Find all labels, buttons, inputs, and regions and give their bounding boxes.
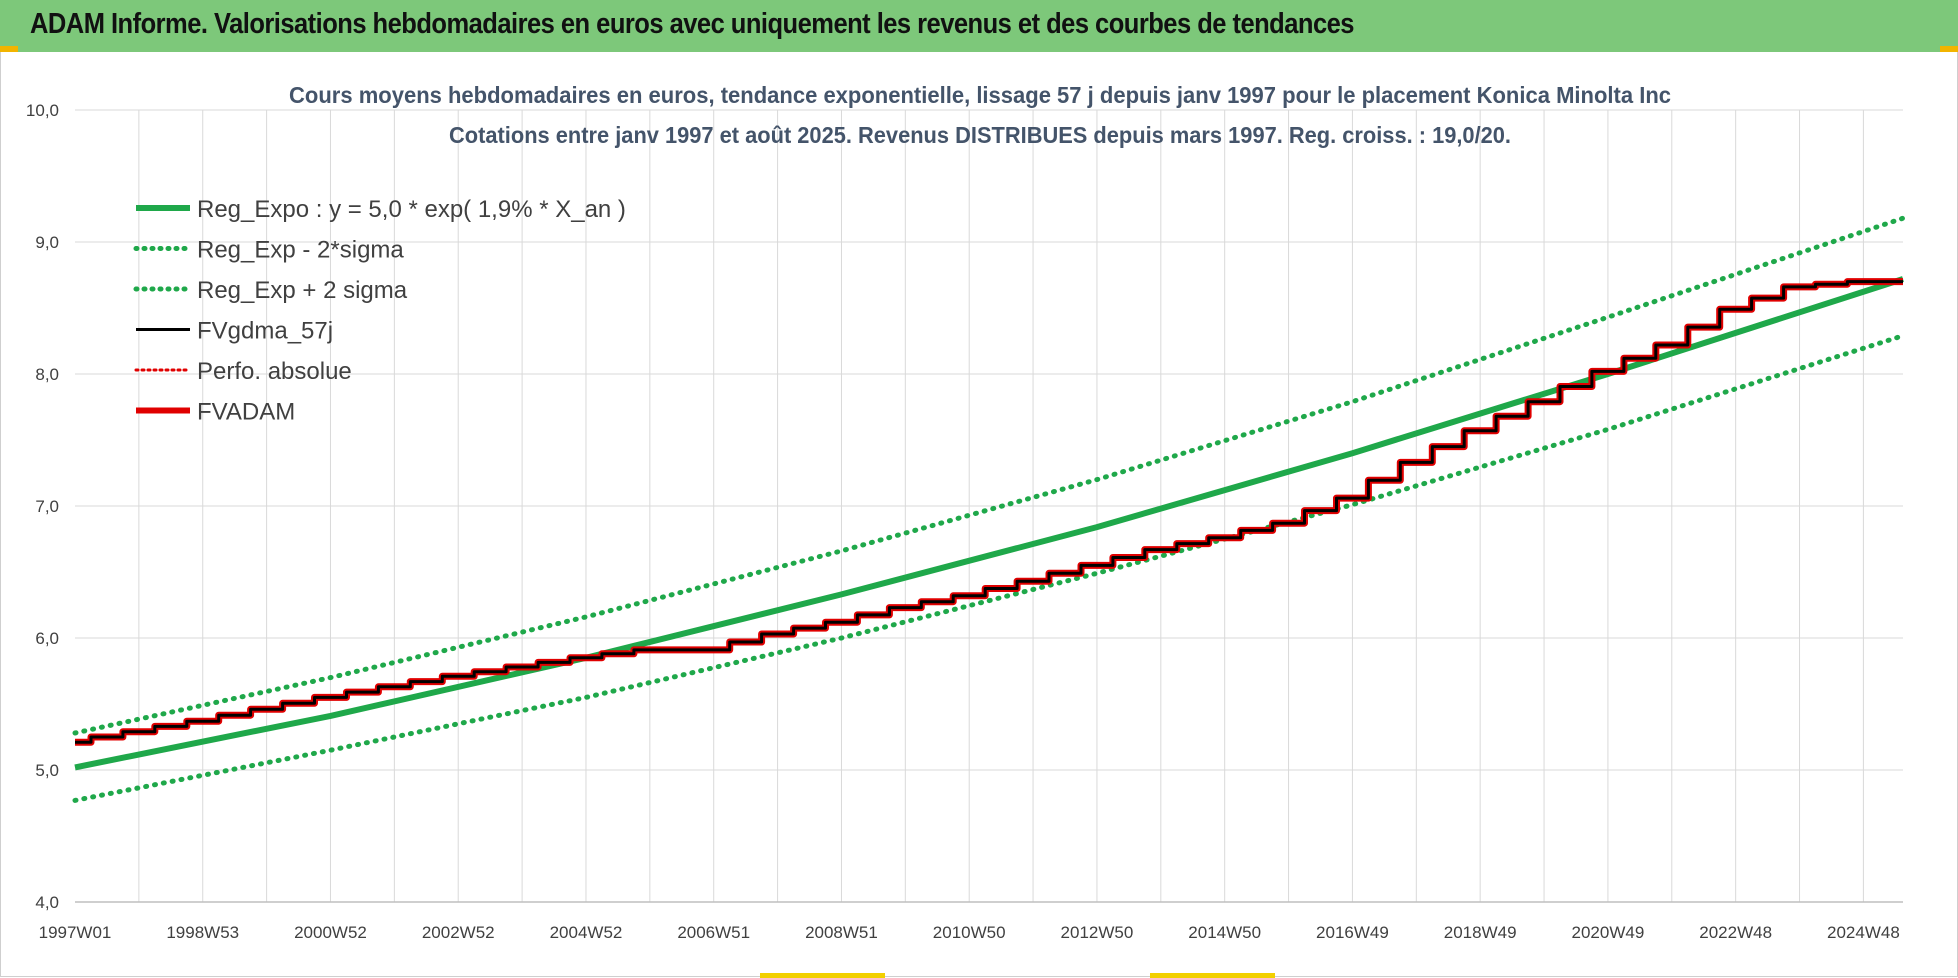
report-title: ADAM Informe. Valorisations hebdomadaire… xyxy=(30,8,1354,40)
y-tick-label: 5,0 xyxy=(35,761,59,780)
x-tick-label: 2016W49 xyxy=(1316,923,1389,942)
series-line-reg-exp-2-sigma xyxy=(72,333,1906,803)
bottom-marker-left xyxy=(760,973,885,978)
x-tick-label: 2002W52 xyxy=(422,923,495,942)
y-tick-label: 4,0 xyxy=(35,893,59,912)
x-tick-label: 2008W51 xyxy=(805,923,878,942)
x-tick-label: 1997W01 xyxy=(39,923,112,942)
legend-label: FVADAM xyxy=(197,399,295,426)
banner-corner-left xyxy=(0,46,18,52)
x-tick-label: 2012W50 xyxy=(1061,923,1134,942)
legend-label: Reg_Exp - 2*sigma xyxy=(197,237,404,264)
report-banner: ADAM Informe. Valorisations hebdomadaire… xyxy=(0,0,1958,52)
legend-label: Reg_Expo : y = 5,0 * exp( 1,9% * X_an ) xyxy=(197,196,626,223)
x-tick-label: 2014W50 xyxy=(1188,923,1261,942)
x-tick-label: 2004W52 xyxy=(550,923,623,942)
x-tick-label: 1998W53 xyxy=(166,923,239,942)
legend-label: Reg_Exp + 2 sigma xyxy=(197,277,408,304)
x-tick-label: 2010W50 xyxy=(933,923,1006,942)
bottom-marker-right xyxy=(1150,973,1275,978)
y-tick-label: 10,0 xyxy=(26,101,59,120)
x-tick-label: 2024W48 xyxy=(1827,923,1900,942)
y-tick-label: 7,0 xyxy=(35,497,59,516)
series-line-reg-exp-2-sigma xyxy=(72,215,1906,736)
chart-subtitle: Cotations entre janv 1997 et août 2025. … xyxy=(449,122,1511,148)
x-tick-label: 2018W49 xyxy=(1444,923,1517,942)
legend-label: Perfo. absolue xyxy=(197,358,352,385)
banner-corner-right xyxy=(1940,46,1958,52)
y-tick-label: 6,0 xyxy=(35,629,59,648)
x-tick-label: 2022W48 xyxy=(1699,923,1772,942)
x-tick-label: 2020W49 xyxy=(1572,923,1645,942)
y-tick-label: 9,0 xyxy=(35,233,59,252)
y-tick-label: 8,0 xyxy=(35,365,59,384)
series-line-fvgdma-57j xyxy=(75,280,1903,744)
legend-label: FVgdma_57j xyxy=(197,318,333,345)
x-tick-label: 2000W52 xyxy=(294,923,367,942)
chart-title: Cours moyens hebdomadaires en euros, ten… xyxy=(289,82,1671,108)
x-tick-label: 2006W51 xyxy=(677,923,750,942)
